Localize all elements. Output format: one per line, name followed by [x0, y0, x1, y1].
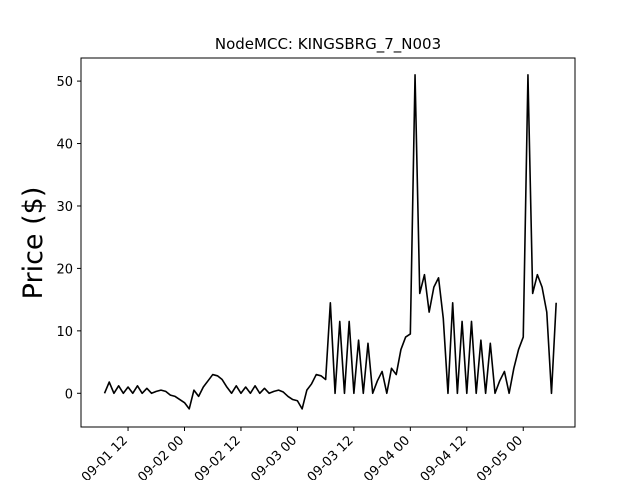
y-tick-label: 20 [56, 262, 73, 277]
x-tick-label: 09-02 12 [192, 433, 244, 480]
x-tick-label: 09-01 12 [79, 433, 131, 480]
plot-frame [80, 57, 576, 428]
y-axis-label: Price ($) [18, 187, 49, 300]
x-tick-label: 09-03 00 [248, 433, 300, 480]
y-tick-label: 40 [56, 138, 73, 153]
x-tick-label: 09-03 12 [305, 433, 357, 480]
y-tick-label: 50 [56, 75, 73, 90]
x-tick-label: 09-02 00 [135, 433, 187, 480]
chart-title: NodeMCC: KINGSBRG_7_N003 [215, 35, 441, 54]
x-tick-label: 09-04 12 [418, 433, 470, 480]
y-tick-label: 30 [56, 200, 73, 215]
y-tick-label: 10 [56, 325, 73, 340]
x-tick-label: 09-05 00 [474, 433, 526, 480]
y-tick-label: 0 [65, 387, 73, 402]
x-tick-label: 09-04 00 [361, 433, 413, 480]
price-line [103, 74, 557, 410]
